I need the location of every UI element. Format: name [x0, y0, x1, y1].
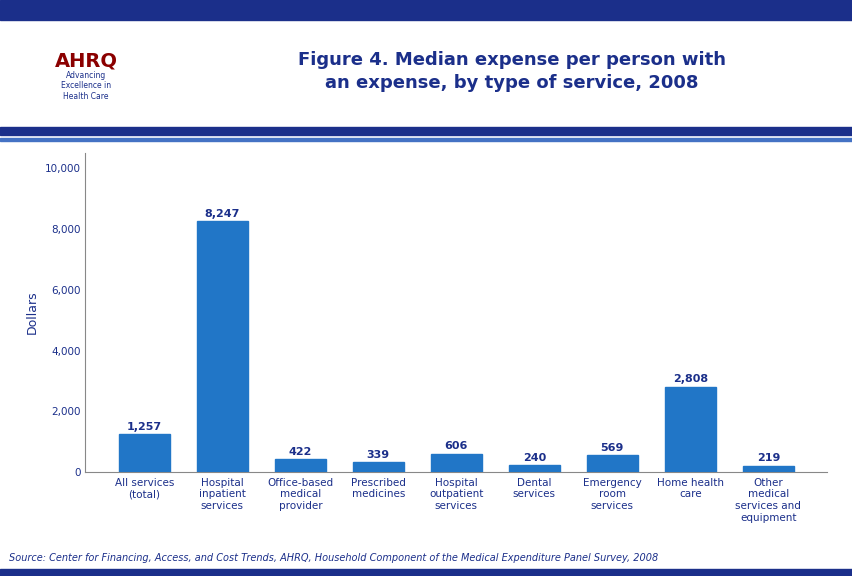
Text: 240: 240 — [522, 453, 545, 463]
Text: 422: 422 — [288, 447, 312, 457]
Bar — [665, 387, 715, 472]
Text: 569: 569 — [600, 442, 624, 453]
Bar — [119, 434, 170, 472]
Text: Advancing
Excellence in
Health Care: Advancing Excellence in Health Care — [61, 71, 111, 101]
Text: Figure 4. Median expense per person with
an expense, by type of service, 2008: Figure 4. Median expense per person with… — [297, 51, 725, 92]
Bar — [197, 221, 247, 472]
Text: 339: 339 — [366, 449, 389, 460]
Bar — [742, 465, 792, 472]
Text: 2,808: 2,808 — [672, 374, 707, 384]
Bar — [509, 465, 559, 472]
Y-axis label: Dollars: Dollars — [26, 291, 39, 334]
Text: Source: Center for Financing, Access, and Cost Trends, AHRQ, Household Component: Source: Center for Financing, Access, an… — [9, 554, 657, 563]
Bar — [353, 462, 403, 472]
Text: 219: 219 — [756, 453, 779, 463]
Text: 8,247: 8,247 — [204, 209, 239, 219]
Text: AHRQ: AHRQ — [55, 51, 118, 70]
Text: 606: 606 — [444, 441, 468, 452]
Bar — [430, 454, 481, 472]
Text: 1,257: 1,257 — [127, 422, 162, 431]
Bar — [274, 460, 325, 472]
Bar — [586, 455, 637, 472]
